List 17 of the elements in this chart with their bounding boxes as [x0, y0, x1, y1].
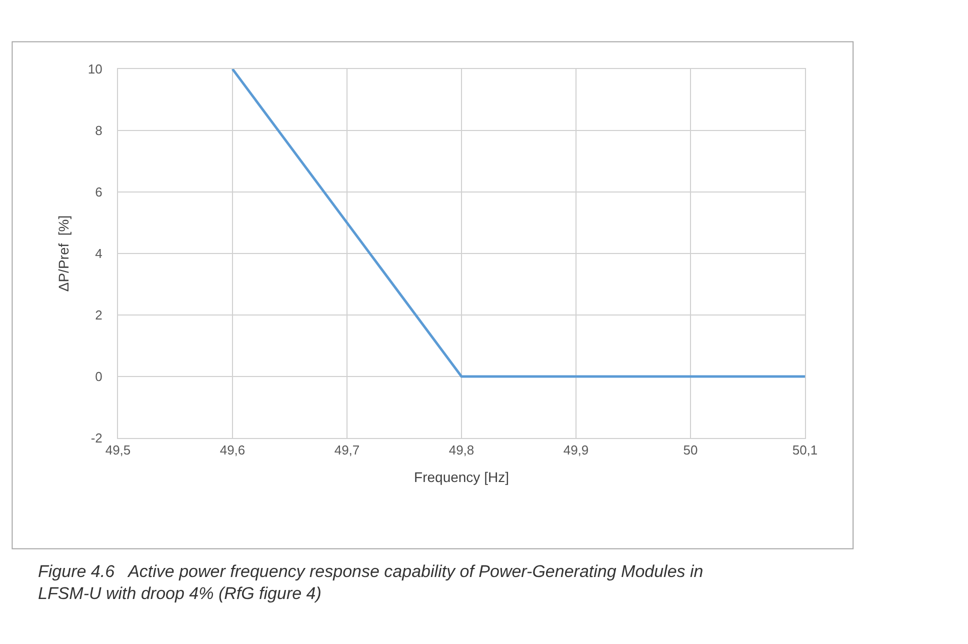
y-tick-label: 10	[88, 62, 102, 77]
x-tick-label: 50,1	[792, 442, 818, 458]
x-tick-label: 49,8	[448, 442, 474, 458]
x-axis-title: Frequency [Hz]	[414, 468, 509, 485]
y-tick-label: 8	[95, 123, 102, 138]
y-tick-label: -2	[90, 430, 102, 446]
y-tick-label: 4	[95, 246, 102, 262]
y-axis-title: ΔP/Pref [%]	[56, 215, 72, 292]
y-tick-label: 6	[95, 184, 102, 200]
y-tick-label: 0	[95, 369, 102, 384]
x-tick-label: 49,5	[105, 442, 131, 458]
caption: Figure 4.6 Active power frequency response capability of Power-Generating Modules in LFSM-U with droop 4% (RfG figure 4)	[38, 562, 704, 604]
x-tick-label: 49,7	[334, 442, 360, 458]
x-tick-label: 49,6	[220, 442, 246, 458]
x-tick-label: 50	[683, 442, 698, 458]
y-tick-label: 2	[95, 308, 102, 323]
x-tick-label: 49,9	[563, 442, 589, 458]
